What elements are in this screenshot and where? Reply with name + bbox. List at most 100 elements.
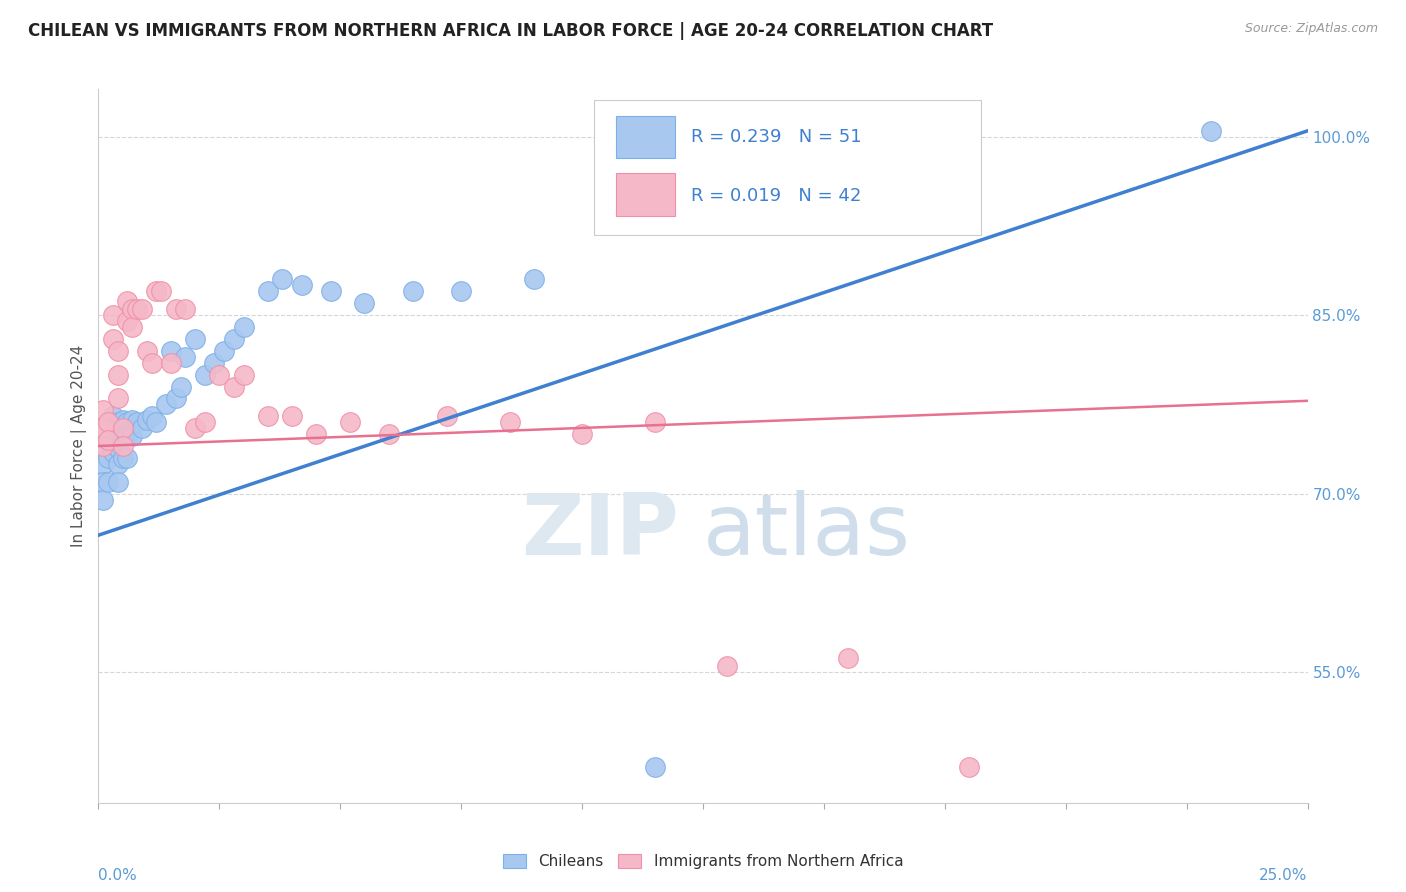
Point (837, 650, 859, 665)
Point (91, 439, 114, 453)
Point (91, 457, 114, 471)
Point (97, 433, 120, 447)
Point (91, 475, 114, 489)
Text: R = 0.019   N = 42: R = 0.019 N = 42 (690, 187, 862, 205)
Point (91, 403, 114, 417)
Point (184, 332, 207, 346)
Point (127, 415, 149, 429)
Point (174, 302, 197, 317)
Point (91, 421, 114, 435)
Point (644, 760, 666, 774)
Point (97, 475, 120, 489)
Point (97, 415, 120, 429)
Point (117, 415, 139, 429)
Point (160, 343, 183, 358)
Point (111, 450, 134, 465)
Point (121, 429, 143, 443)
Point (402, 285, 425, 299)
FancyBboxPatch shape (595, 100, 981, 235)
Point (101, 445, 124, 459)
Point (204, 356, 226, 370)
Point (165, 392, 187, 406)
Point (571, 427, 593, 442)
Point (101, 332, 124, 346)
Legend: Chileans, Immigrants from Northern Africa: Chileans, Immigrants from Northern Afric… (496, 847, 910, 875)
Text: Source: ZipAtlas.com: Source: ZipAtlas.com (1244, 22, 1378, 36)
Point (957, 760, 980, 774)
Point (319, 285, 342, 299)
Point (290, 278, 312, 293)
Point (212, 343, 235, 358)
Point (150, 285, 173, 299)
Point (165, 302, 187, 317)
Point (145, 285, 167, 299)
Point (107, 442, 129, 456)
Point (281, 409, 304, 424)
Point (174, 350, 197, 364)
Point (91, 421, 114, 435)
Point (353, 296, 375, 310)
Point (127, 302, 149, 317)
Point (107, 457, 129, 471)
Text: atlas: atlas (703, 490, 911, 574)
Point (498, 415, 520, 429)
Point (155, 397, 177, 411)
Point (97, 415, 120, 429)
Point (377, 427, 399, 442)
Point (644, 415, 666, 429)
Point (111, 413, 134, 427)
Point (523, 272, 546, 286)
Point (107, 368, 129, 382)
Point (117, 450, 139, 465)
Point (222, 379, 245, 393)
Point (101, 427, 124, 442)
Point (1199, 124, 1222, 138)
Point (450, 285, 472, 299)
Point (97, 450, 120, 465)
Point (160, 356, 183, 370)
Point (117, 429, 139, 443)
Point (436, 409, 458, 424)
Point (97, 433, 120, 447)
Text: CHILEAN VS IMMIGRANTS FROM NORTHERN AFRICA IN LABOR FORCE | AGE 20-24 CORRELATIO: CHILEAN VS IMMIGRANTS FROM NORTHERN AFRI… (28, 22, 993, 40)
Point (117, 314, 139, 328)
Point (141, 409, 163, 424)
Point (169, 379, 191, 393)
Point (256, 409, 278, 424)
Point (256, 285, 278, 299)
Point (107, 343, 129, 358)
Point (131, 302, 153, 317)
Point (91, 439, 114, 453)
Point (232, 320, 254, 334)
Point (716, 659, 738, 673)
Point (111, 429, 134, 443)
Point (305, 427, 328, 442)
Point (91, 492, 114, 507)
Point (232, 368, 254, 382)
Text: ZIP: ZIP (522, 490, 679, 574)
Point (208, 368, 231, 382)
Point (194, 415, 217, 429)
FancyBboxPatch shape (616, 173, 675, 216)
Point (107, 475, 129, 489)
Point (107, 392, 129, 406)
Point (121, 413, 143, 427)
Point (339, 415, 361, 429)
Point (121, 302, 143, 317)
Point (135, 343, 157, 358)
Point (222, 332, 245, 346)
Point (121, 320, 143, 334)
Point (131, 421, 153, 435)
FancyBboxPatch shape (616, 116, 675, 159)
Point (145, 415, 167, 429)
Point (271, 272, 294, 286)
Point (111, 421, 134, 435)
Text: 25.0%: 25.0% (1260, 868, 1308, 883)
Point (117, 293, 139, 308)
Point (107, 415, 129, 429)
Text: 0.0%: 0.0% (98, 868, 138, 883)
Point (184, 421, 207, 435)
Point (141, 356, 163, 370)
Point (135, 413, 157, 427)
Point (194, 368, 217, 382)
